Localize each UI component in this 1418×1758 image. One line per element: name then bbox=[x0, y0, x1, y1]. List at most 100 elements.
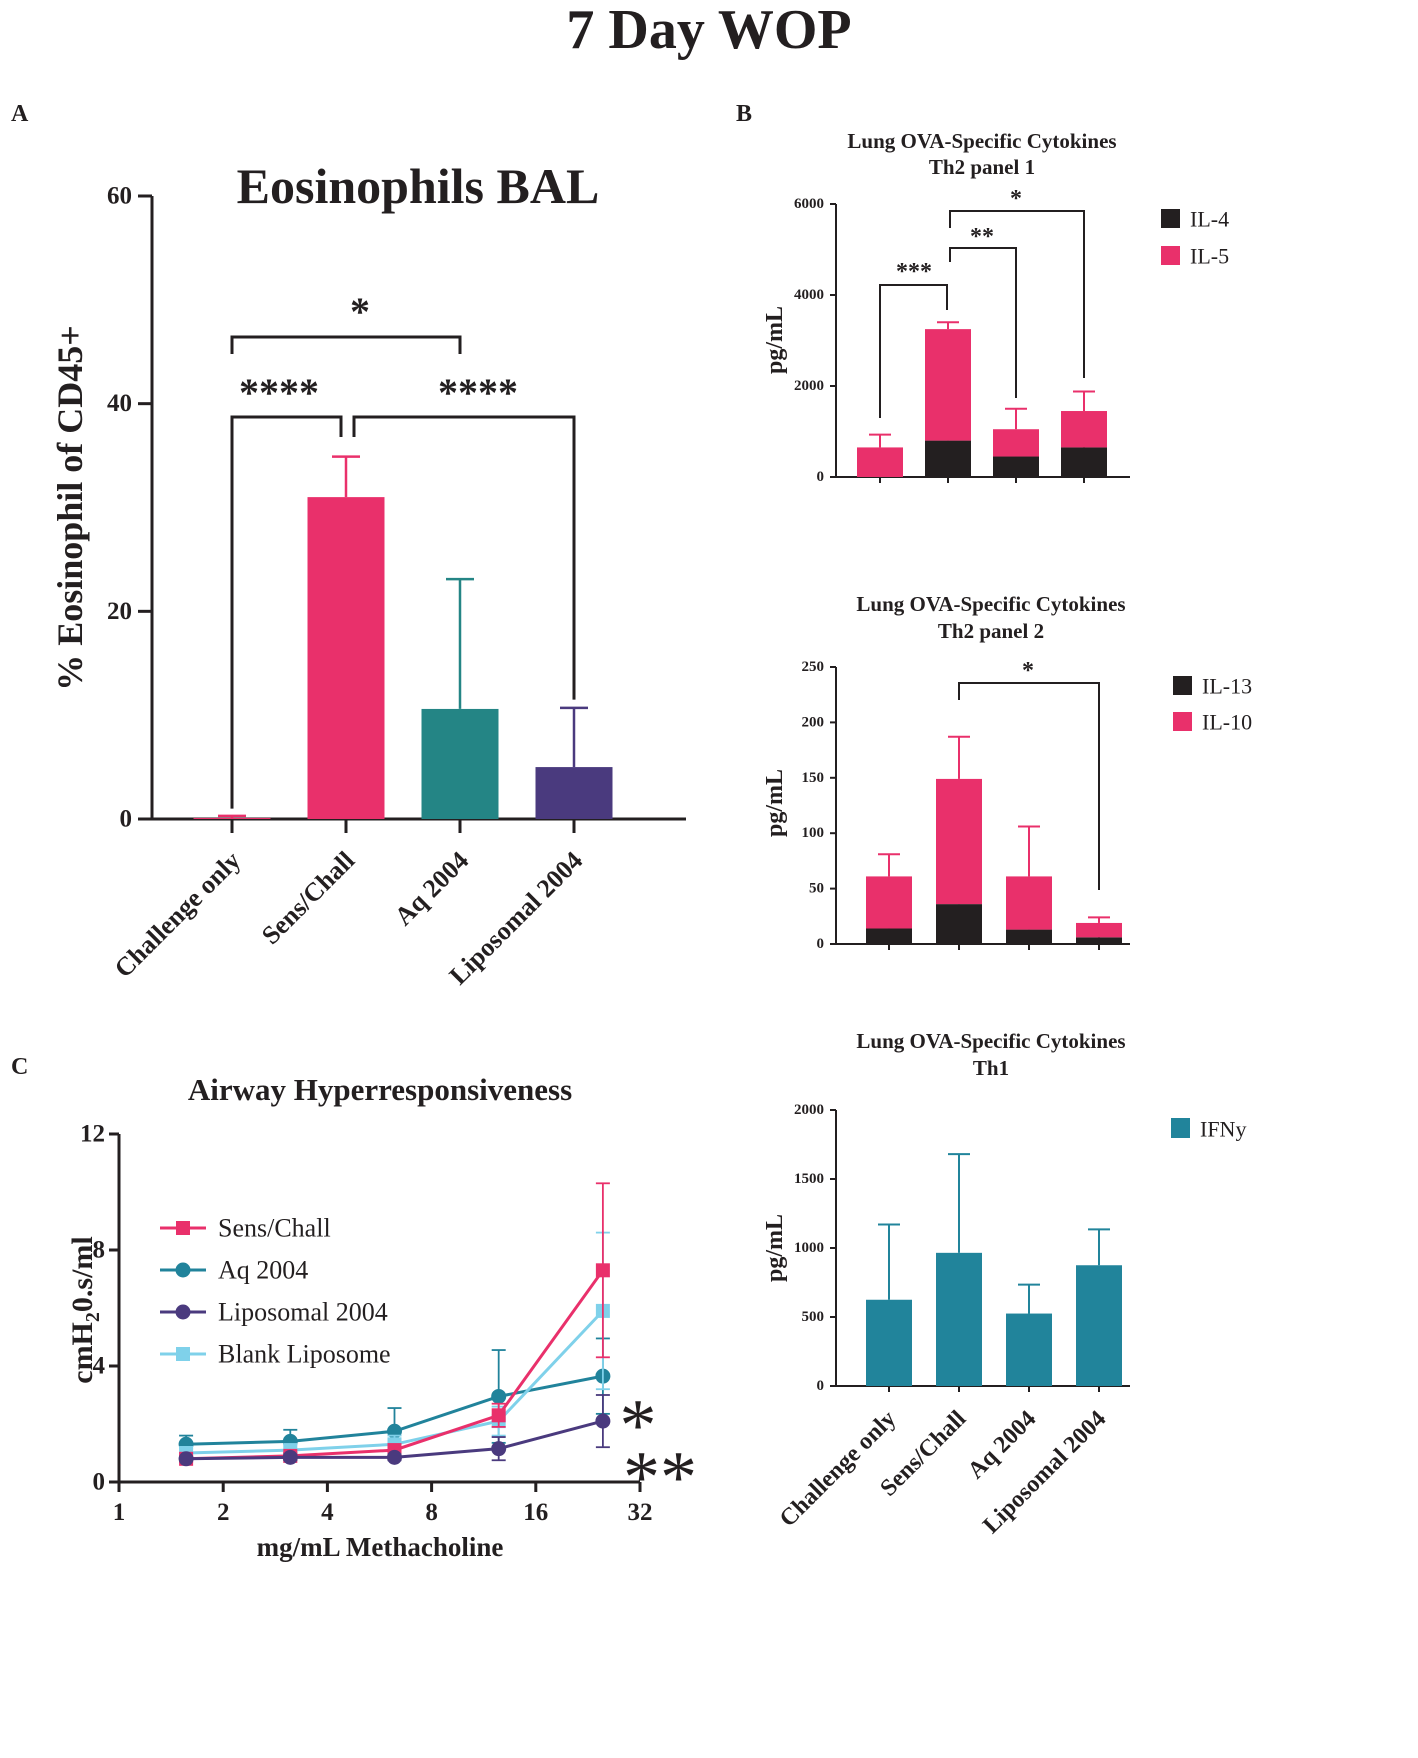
y-tick-label: 0 bbox=[93, 1469, 106, 1496]
y-tick-label: 4000 bbox=[794, 287, 824, 303]
y-tick-label: 0 bbox=[817, 1378, 825, 1394]
legend-swatch-ifny bbox=[1171, 1118, 1190, 1138]
legend-label-il-10: IL-10 bbox=[1202, 710, 1252, 735]
x-tick-label-a: Sens/Chall bbox=[256, 846, 360, 950]
y-tick-label: 12 bbox=[80, 1121, 105, 1148]
bar-il-10-1 bbox=[936, 778, 982, 905]
legend-label-il-4: IL-4 bbox=[1190, 207, 1229, 232]
bar-value-0 bbox=[193, 817, 271, 819]
y-tick-label: 40 bbox=[107, 390, 132, 417]
legend-swatch-il-4 bbox=[1161, 209, 1180, 228]
legend-label-il-5: IL-5 bbox=[1190, 244, 1229, 269]
x-tick-label: 2 bbox=[217, 1499, 230, 1526]
chart-title-c: Airway Hyperresponsiveness bbox=[188, 1072, 572, 1107]
significance-label: * bbox=[1010, 186, 1022, 212]
bar-il-13-2 bbox=[1006, 929, 1052, 944]
legend-label-c-2: Liposomal 2004 bbox=[218, 1298, 388, 1327]
y-tick-label: 8 bbox=[93, 1237, 106, 1264]
data-point-2-1 bbox=[282, 1449, 298, 1465]
bar-ifny-1 bbox=[936, 1252, 982, 1386]
y-axis-label-c: cmH20.s/ml bbox=[66, 1236, 104, 1383]
legend-label-c-0: Sens/Chall bbox=[218, 1214, 331, 1243]
chart-subtitle-b3: Th1 bbox=[973, 1056, 1009, 1080]
y-tick-label: 0 bbox=[120, 806, 133, 833]
significance-label: ** bbox=[970, 224, 994, 250]
significance-label: **** bbox=[239, 370, 319, 415]
chart-title-a: Eosinophils BAL bbox=[237, 158, 600, 214]
bar-il-5-2 bbox=[993, 429, 1039, 457]
bar-il-13-0 bbox=[866, 928, 912, 944]
data-point-2-3 bbox=[491, 1441, 507, 1457]
chart-title-b2: Lung OVA-Specific Cytokines bbox=[856, 592, 1125, 616]
y-tick-label: 0 bbox=[817, 936, 825, 952]
significance-label: *** bbox=[896, 259, 932, 285]
bar-il-10-0 bbox=[866, 876, 912, 929]
bar-value-1 bbox=[307, 497, 385, 819]
x-tick-label-a: Challenge only bbox=[109, 846, 246, 983]
legend-label-il-13: IL-13 bbox=[1202, 674, 1252, 699]
x-tick-label: 4 bbox=[321, 1499, 334, 1526]
data-point-2-4 bbox=[595, 1413, 611, 1429]
bar-il-5-3 bbox=[1061, 411, 1107, 448]
significance-light-blue: * bbox=[620, 1385, 657, 1467]
y-axis-label-a: % Eosinophil of CD45+ bbox=[50, 325, 90, 691]
y-axis-label-b3: pg/mL bbox=[762, 1214, 788, 1282]
significance-pink: ** bbox=[623, 1437, 697, 1519]
x-tick-label-b3: Challenge only bbox=[775, 1406, 901, 1532]
data-point-1-3 bbox=[491, 1388, 507, 1404]
y-tick-label: 1000 bbox=[794, 1240, 824, 1256]
y-tick-label: 6000 bbox=[794, 196, 824, 212]
chart-subtitle-b2: Th2 panel 2 bbox=[938, 619, 1044, 643]
y-tick-label: 2000 bbox=[794, 1102, 824, 1118]
significance-label: * bbox=[350, 289, 370, 334]
data-point-0-4 bbox=[595, 1263, 610, 1278]
significance-bracket bbox=[230, 415, 343, 809]
significance-bracket bbox=[879, 284, 948, 418]
y-tick-label: 20 bbox=[107, 598, 132, 625]
y-axis-label-b2: pg/mL bbox=[762, 769, 788, 837]
x-axis-label-c: mg/mL Methacholine bbox=[257, 1532, 504, 1562]
significance-bracket bbox=[949, 247, 1017, 398]
bar-il-13-1 bbox=[936, 904, 982, 944]
significance-label: **** bbox=[438, 370, 518, 415]
data-point-2-2 bbox=[386, 1449, 402, 1465]
legend-label-c-3: Blank Liposome bbox=[218, 1340, 391, 1369]
x-tick-label: 1 bbox=[113, 1499, 126, 1526]
figure-title: 7 Day WOP bbox=[566, 0, 851, 61]
legend-marker-1 bbox=[175, 1262, 191, 1278]
legend-marker-2 bbox=[175, 1304, 191, 1320]
y-tick-label: 150 bbox=[802, 770, 825, 786]
x-tick-label: 16 bbox=[523, 1499, 548, 1526]
bar-il-4-2 bbox=[993, 456, 1039, 477]
y-tick-label: 4 bbox=[93, 1353, 106, 1380]
bar-il-10-3 bbox=[1076, 922, 1122, 938]
significance-label: * bbox=[1022, 658, 1034, 684]
legend-marker-3 bbox=[176, 1347, 190, 1361]
panel-label-c: C bbox=[11, 1054, 28, 1080]
bar-value-3 bbox=[535, 767, 613, 819]
bar-il-4-3 bbox=[1061, 447, 1107, 477]
bar-il-5-1 bbox=[925, 329, 971, 441]
legend-swatch-il-5 bbox=[1161, 246, 1180, 265]
y-axis-label-b1: pg/mL bbox=[762, 306, 788, 374]
significance-bracket bbox=[230, 335, 462, 354]
bar-il-13-3 bbox=[1076, 937, 1122, 944]
significance-bracket bbox=[958, 682, 1100, 890]
chart-title-b1: Lung OVA-Specific Cytokines bbox=[847, 129, 1116, 153]
x-tick-label-b3: Liposomal 2004 bbox=[978, 1406, 1111, 1539]
y-tick-label: 1500 bbox=[794, 1171, 824, 1187]
y-tick-label: 200 bbox=[802, 714, 825, 730]
y-tick-label: 100 bbox=[802, 825, 825, 841]
bar-ifny-0 bbox=[866, 1299, 912, 1386]
panel-label-a: A bbox=[11, 101, 29, 127]
bar-ifny-3 bbox=[1076, 1265, 1122, 1386]
bar-il-5-0 bbox=[857, 447, 903, 477]
data-point-0-3 bbox=[491, 1408, 506, 1423]
chart-subtitle-b1: Th2 panel 1 bbox=[929, 155, 1035, 179]
y-tick-label: 0 bbox=[817, 469, 825, 485]
x-tick-label-a: Aq 2004 bbox=[389, 846, 474, 931]
chart-title-b3: Lung OVA-Specific Cytokines bbox=[856, 1029, 1125, 1053]
bar-value-2 bbox=[421, 708, 499, 819]
legend-label-ifny: IFNy bbox=[1200, 1117, 1246, 1142]
